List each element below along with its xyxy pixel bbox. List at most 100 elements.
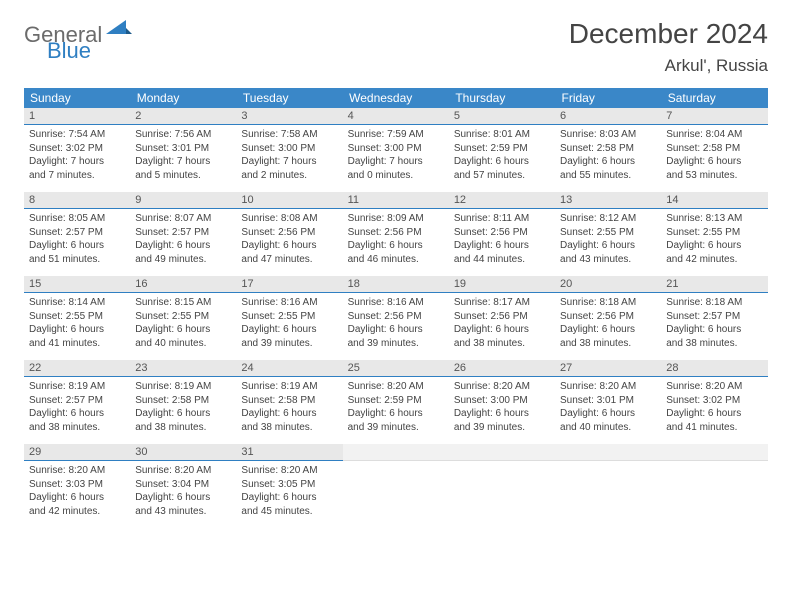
day-body: Sunrise: 7:56 AMSunset: 3:01 PMDaylight:… xyxy=(130,125,236,185)
calendar-cell: 11Sunrise: 8:09 AMSunset: 2:56 PMDayligh… xyxy=(343,192,449,276)
day-body: Sunrise: 8:20 AMSunset: 2:59 PMDaylight:… xyxy=(343,377,449,437)
calendar-week-row: 1Sunrise: 7:54 AMSunset: 3:02 PMDaylight… xyxy=(24,108,768,192)
day-body: Sunrise: 8:19 AMSunset: 2:57 PMDaylight:… xyxy=(24,377,130,437)
title-block: December 2024 Arkul', Russia xyxy=(569,18,768,76)
day-number: 13 xyxy=(555,192,661,209)
day-body: Sunrise: 8:14 AMSunset: 2:55 PMDaylight:… xyxy=(24,293,130,353)
day-number: 29 xyxy=(24,444,130,461)
calendar-cell: 24Sunrise: 8:19 AMSunset: 2:58 PMDayligh… xyxy=(236,360,342,444)
day-number: 30 xyxy=(130,444,236,461)
day-body: Sunrise: 8:11 AMSunset: 2:56 PMDaylight:… xyxy=(449,209,555,269)
day-number: 21 xyxy=(661,276,767,293)
calendar-cell: 2Sunrise: 7:56 AMSunset: 3:01 PMDaylight… xyxy=(130,108,236,192)
calendar-cell: 9Sunrise: 8:07 AMSunset: 2:57 PMDaylight… xyxy=(130,192,236,276)
calendar-cell: 23Sunrise: 8:19 AMSunset: 2:58 PMDayligh… xyxy=(130,360,236,444)
day-number: 18 xyxy=(343,276,449,293)
day-number-empty xyxy=(661,444,767,461)
day-number: 17 xyxy=(236,276,342,293)
day-number: 8 xyxy=(24,192,130,209)
calendar-cell: 21Sunrise: 8:18 AMSunset: 2:57 PMDayligh… xyxy=(661,276,767,360)
calendar-cell: 16Sunrise: 8:15 AMSunset: 2:55 PMDayligh… xyxy=(130,276,236,360)
day-number: 27 xyxy=(555,360,661,377)
day-body: Sunrise: 8:07 AMSunset: 2:57 PMDaylight:… xyxy=(130,209,236,269)
calendar-cell: 1Sunrise: 7:54 AMSunset: 3:02 PMDaylight… xyxy=(24,108,130,192)
calendar-week-row: 15Sunrise: 8:14 AMSunset: 2:55 PMDayligh… xyxy=(24,276,768,360)
day-body: Sunrise: 8:20 AMSunset: 3:00 PMDaylight:… xyxy=(449,377,555,437)
weekday-header: Friday xyxy=(555,88,661,108)
day-number: 4 xyxy=(343,108,449,125)
day-number: 12 xyxy=(449,192,555,209)
calendar-cell: 30Sunrise: 8:20 AMSunset: 3:04 PMDayligh… xyxy=(130,444,236,528)
calendar-head: SundayMondayTuesdayWednesdayThursdayFrid… xyxy=(24,88,768,108)
day-body: Sunrise: 8:20 AMSunset: 3:02 PMDaylight:… xyxy=(661,377,767,437)
day-number: 1 xyxy=(24,108,130,125)
day-number: 3 xyxy=(236,108,342,125)
calendar-cell: 20Sunrise: 8:18 AMSunset: 2:56 PMDayligh… xyxy=(555,276,661,360)
weekday-header: Sunday xyxy=(24,88,130,108)
calendar-cell: 28Sunrise: 8:20 AMSunset: 3:02 PMDayligh… xyxy=(661,360,767,444)
day-number: 23 xyxy=(130,360,236,377)
calendar-cell: 8Sunrise: 8:05 AMSunset: 2:57 PMDaylight… xyxy=(24,192,130,276)
day-body: Sunrise: 7:59 AMSunset: 3:00 PMDaylight:… xyxy=(343,125,449,185)
day-body: Sunrise: 8:08 AMSunset: 2:56 PMDaylight:… xyxy=(236,209,342,269)
day-number-empty xyxy=(343,444,449,461)
day-number: 24 xyxy=(236,360,342,377)
calendar-cell: 29Sunrise: 8:20 AMSunset: 3:03 PMDayligh… xyxy=(24,444,130,528)
calendar-cell: 27Sunrise: 8:20 AMSunset: 3:01 PMDayligh… xyxy=(555,360,661,444)
day-number: 9 xyxy=(130,192,236,209)
calendar-cell: 26Sunrise: 8:20 AMSunset: 3:00 PMDayligh… xyxy=(449,360,555,444)
day-body: Sunrise: 8:13 AMSunset: 2:55 PMDaylight:… xyxy=(661,209,767,269)
weekday-header: Wednesday xyxy=(343,88,449,108)
calendar-cell xyxy=(555,444,661,528)
calendar-cell: 10Sunrise: 8:08 AMSunset: 2:56 PMDayligh… xyxy=(236,192,342,276)
day-number: 11 xyxy=(343,192,449,209)
day-number: 14 xyxy=(661,192,767,209)
calendar-cell: 31Sunrise: 8:20 AMSunset: 3:05 PMDayligh… xyxy=(236,444,342,528)
day-body: Sunrise: 8:19 AMSunset: 2:58 PMDaylight:… xyxy=(236,377,342,437)
weekday-header: Tuesday xyxy=(236,88,342,108)
calendar-table: SundayMondayTuesdayWednesdayThursdayFrid… xyxy=(24,88,768,528)
day-body: Sunrise: 8:15 AMSunset: 2:55 PMDaylight:… xyxy=(130,293,236,353)
location-label: Arkul', Russia xyxy=(569,56,768,76)
day-body: Sunrise: 8:04 AMSunset: 2:58 PMDaylight:… xyxy=(661,125,767,185)
day-number: 5 xyxy=(449,108,555,125)
calendar-cell: 6Sunrise: 8:03 AMSunset: 2:58 PMDaylight… xyxy=(555,108,661,192)
day-number: 26 xyxy=(449,360,555,377)
calendar-cell: 17Sunrise: 8:16 AMSunset: 2:55 PMDayligh… xyxy=(236,276,342,360)
calendar-cell xyxy=(449,444,555,528)
day-number: 20 xyxy=(555,276,661,293)
day-number: 16 xyxy=(130,276,236,293)
calendar-week-row: 8Sunrise: 8:05 AMSunset: 2:57 PMDaylight… xyxy=(24,192,768,276)
day-body: Sunrise: 8:16 AMSunset: 2:56 PMDaylight:… xyxy=(343,293,449,353)
day-number: 25 xyxy=(343,360,449,377)
calendar-cell: 19Sunrise: 8:17 AMSunset: 2:56 PMDayligh… xyxy=(449,276,555,360)
calendar-cell: 13Sunrise: 8:12 AMSunset: 2:55 PMDayligh… xyxy=(555,192,661,276)
calendar-cell xyxy=(661,444,767,528)
day-body: Sunrise: 8:20 AMSunset: 3:03 PMDaylight:… xyxy=(24,461,130,521)
day-number: 7 xyxy=(661,108,767,125)
day-body: Sunrise: 8:17 AMSunset: 2:56 PMDaylight:… xyxy=(449,293,555,353)
day-number-empty xyxy=(555,444,661,461)
day-body: Sunrise: 8:20 AMSunset: 3:01 PMDaylight:… xyxy=(555,377,661,437)
calendar-cell: 12Sunrise: 8:11 AMSunset: 2:56 PMDayligh… xyxy=(449,192,555,276)
day-body: Sunrise: 8:12 AMSunset: 2:55 PMDaylight:… xyxy=(555,209,661,269)
calendar-cell: 15Sunrise: 8:14 AMSunset: 2:55 PMDayligh… xyxy=(24,276,130,360)
day-body: Sunrise: 8:20 AMSunset: 3:04 PMDaylight:… xyxy=(130,461,236,521)
calendar-cell: 4Sunrise: 7:59 AMSunset: 3:00 PMDaylight… xyxy=(343,108,449,192)
day-body: Sunrise: 7:54 AMSunset: 3:02 PMDaylight:… xyxy=(24,125,130,185)
day-number: 2 xyxy=(130,108,236,125)
day-number: 28 xyxy=(661,360,767,377)
month-title: December 2024 xyxy=(569,18,768,50)
calendar-cell: 7Sunrise: 8:04 AMSunset: 2:58 PMDaylight… xyxy=(661,108,767,192)
calendar-cell: 18Sunrise: 8:16 AMSunset: 2:56 PMDayligh… xyxy=(343,276,449,360)
calendar-cell xyxy=(343,444,449,528)
day-number: 19 xyxy=(449,276,555,293)
day-number: 15 xyxy=(24,276,130,293)
calendar-week-row: 29Sunrise: 8:20 AMSunset: 3:03 PMDayligh… xyxy=(24,444,768,528)
calendar-cell: 14Sunrise: 8:13 AMSunset: 2:55 PMDayligh… xyxy=(661,192,767,276)
day-number: 22 xyxy=(24,360,130,377)
day-body: Sunrise: 8:16 AMSunset: 2:55 PMDaylight:… xyxy=(236,293,342,353)
page-header: General December 2024 Arkul', Russia xyxy=(0,0,792,80)
calendar-cell: 22Sunrise: 8:19 AMSunset: 2:57 PMDayligh… xyxy=(24,360,130,444)
calendar-cell: 3Sunrise: 7:58 AMSunset: 3:00 PMDaylight… xyxy=(236,108,342,192)
